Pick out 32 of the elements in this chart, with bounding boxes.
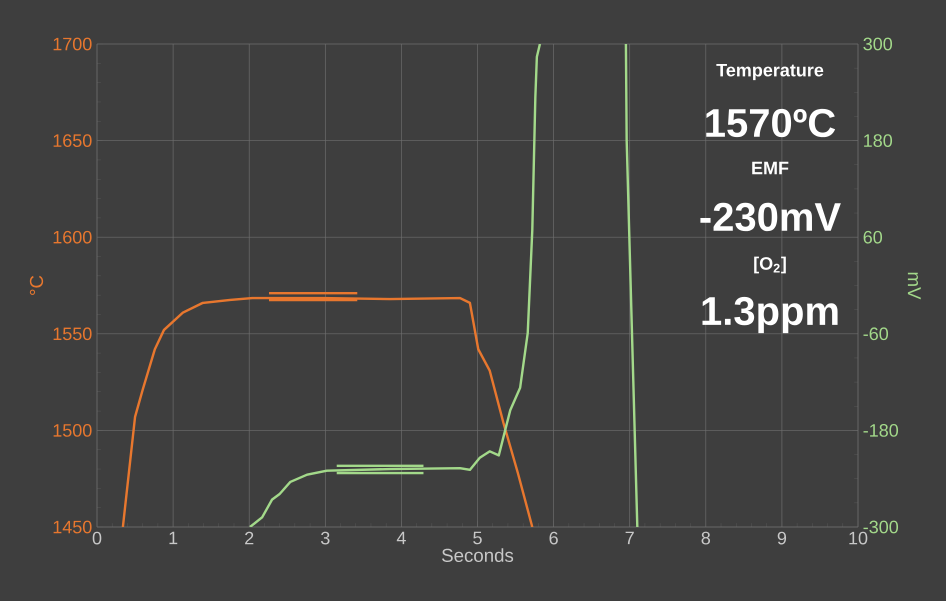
y-axis-title: °C	[30, 276, 44, 295]
x-tick-label: 0	[92, 532, 102, 544]
annotation: 1570ºC	[706, 108, 836, 138]
y-tick-label: 1500	[54, 424, 92, 437]
x-tick-label: 6	[550, 532, 558, 544]
y-tick-label: 1550	[54, 327, 92, 340]
annotation: 1.3ppm	[702, 296, 838, 334]
y2-tick-label: 300	[863, 38, 892, 50]
x-tick-label: 1	[169, 532, 178, 544]
y2-tick-label: 60	[864, 230, 882, 244]
annotation: -230mV	[700, 202, 841, 232]
y2-tick-label: -300	[864, 520, 898, 534]
y2-axis-title: mV	[908, 272, 921, 300]
x-axis-title: Seconds	[442, 548, 514, 562]
annotation: [O$_{2}$]	[754, 256, 786, 274]
y-tick-label: 1600	[54, 230, 92, 244]
x-tick-label: 3	[320, 532, 330, 544]
y2-tick-label: -60	[864, 327, 888, 340]
x-tick-label: 9	[778, 532, 786, 544]
x-tick-label: 8	[702, 532, 710, 544]
x-tick-label: 7	[626, 532, 634, 544]
y2-tick-label: -180	[864, 424, 898, 437]
y-tick-label: 1700	[54, 38, 92, 50]
x-tick-label: 4	[396, 532, 406, 544]
x-tick-label: 10	[849, 532, 868, 544]
x-tick-label: 2	[245, 532, 254, 544]
y2-tick-label: 180	[864, 134, 892, 147]
x-tick-label: 5	[473, 532, 482, 544]
y-tick-label: 1650	[54, 134, 92, 147]
annotation: Temperature	[716, 64, 824, 80]
y-tick-label: 1450	[54, 520, 92, 534]
annotation: EMF	[752, 162, 788, 174]
